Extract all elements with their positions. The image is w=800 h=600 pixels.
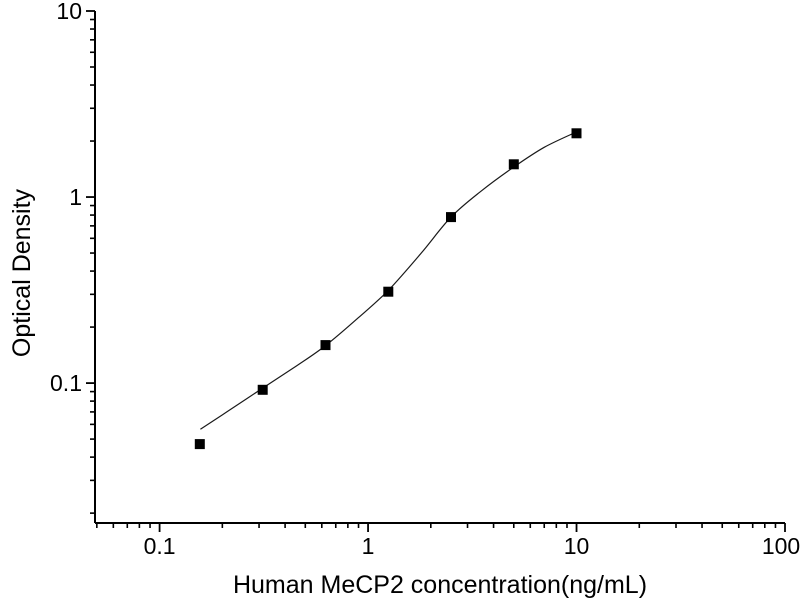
fit-curve-line xyxy=(200,131,577,430)
y-axis: 0.1 1 10 xyxy=(50,0,96,523)
y-axis-title: Optical Density xyxy=(8,188,36,357)
data-point-marker xyxy=(383,286,394,297)
data-point-marker xyxy=(508,159,519,170)
data-point-marker xyxy=(194,439,205,450)
data-point-marker xyxy=(320,340,331,351)
x-axis: 0.1 1 10 100 xyxy=(95,522,800,559)
y-tick-label: 10 xyxy=(56,0,82,24)
data-points xyxy=(194,128,582,450)
x-tick-label: 1 xyxy=(362,533,375,559)
x-tick-label: 0.1 xyxy=(144,533,176,559)
x-axis-title: Human MeCP2 concentration(ng/mL) xyxy=(233,571,647,599)
x-tick-label: 100 xyxy=(762,533,800,559)
x-tick-label: 10 xyxy=(564,533,590,559)
y-tick-label: 0.1 xyxy=(50,370,82,396)
y-tick-label: 1 xyxy=(69,184,82,210)
data-point-marker xyxy=(446,212,456,223)
data-point-marker xyxy=(571,128,582,139)
data-point-marker xyxy=(257,384,268,395)
